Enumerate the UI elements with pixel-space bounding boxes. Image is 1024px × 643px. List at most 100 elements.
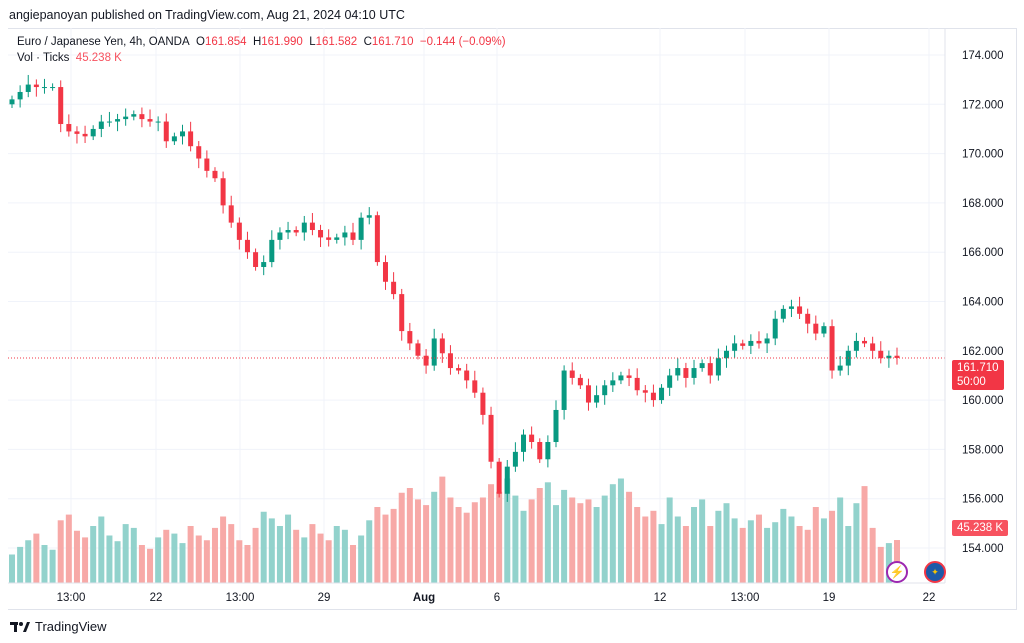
lightning-event-icon[interactable]: ⚡ [886, 561, 908, 583]
volume-bar [780, 508, 787, 583]
candle-body [683, 368, 689, 378]
candle-body [529, 434, 535, 443]
volume-bar [293, 529, 300, 583]
candle-body [25, 84, 31, 92]
time-tick-label: 13:00 [731, 592, 760, 604]
last-price-tag: 161.710 50:00 [952, 360, 1004, 390]
time-axis: 13:00 22 13:00 29 Aug 6 12 13:00 19 22 [57, 592, 936, 604]
candle-body [366, 215, 372, 218]
tradingview-brand: TradingView [35, 619, 107, 634]
volume-bar [431, 491, 438, 583]
grid-lines [8, 28, 945, 583]
candle-body [382, 262, 388, 282]
candle-body [50, 87, 56, 89]
candle-body [496, 461, 502, 494]
volume-title[interactable]: Vol · Ticks [17, 52, 70, 64]
price-tick-label: 172.000 [962, 99, 1004, 111]
volume-bar [236, 540, 243, 583]
price-tick-label: 156.000 [962, 494, 1004, 506]
volume-bar [33, 533, 40, 583]
candle-body [553, 409, 559, 443]
volume-bar [658, 524, 665, 583]
volume-bar [114, 541, 121, 583]
candle-body [756, 340, 762, 344]
price-tick-label: 164.000 [962, 297, 1004, 309]
price-axis: 174.000 172.000 170.000 168.000 166.000 164.0… [962, 50, 1004, 555]
candle-body [732, 343, 738, 351]
candle-body [569, 370, 575, 378]
eu-flag-event-icon[interactable]: ✦ [924, 561, 946, 583]
volume-bar [414, 499, 421, 583]
candle-body [155, 121, 161, 123]
volume-bar [488, 484, 495, 583]
candle-body [780, 308, 786, 319]
volume-bar [837, 497, 844, 583]
candle-body [17, 91, 23, 100]
volume-bar [699, 499, 706, 583]
candle-body [821, 326, 827, 334]
volume-bar [317, 533, 324, 583]
candle-body [577, 377, 583, 386]
volume-bar [9, 554, 15, 583]
volume-bar [861, 486, 868, 583]
candle-body [772, 318, 778, 339]
candle-body [813, 323, 819, 334]
volume-bar [350, 545, 357, 583]
candle-body [699, 363, 705, 369]
candle-body [464, 370, 470, 381]
volume-bar [666, 497, 673, 583]
volume-bar [187, 526, 194, 583]
volume-bar [25, 540, 32, 583]
candle-body [74, 131, 80, 134]
candle-body [561, 370, 567, 410]
volume-bar [147, 548, 154, 583]
price-tick-label: 160.000 [962, 395, 1004, 407]
price-tick-label: 166.000 [962, 247, 1004, 259]
volume-bar [739, 527, 746, 583]
volume-bar [179, 543, 186, 583]
candle-body [610, 380, 616, 386]
symbol-title[interactable]: Euro / Japanese Yen, 4h, OANDA [17, 36, 190, 48]
candle-body [650, 392, 656, 401]
candle-body [115, 119, 121, 122]
candle-body [472, 380, 478, 393]
candle-body [415, 343, 421, 356]
candle-body [374, 215, 380, 263]
volume-bar [812, 507, 819, 583]
candle-body [285, 230, 291, 233]
volume-bar [585, 499, 592, 583]
published-by-text: angiepanoyan published on TradingView.co… [9, 8, 405, 22]
candle-body [123, 116, 129, 120]
candle-body [594, 395, 600, 403]
candle-body [894, 355, 900, 358]
candle-body [480, 392, 486, 415]
candle-body [326, 237, 332, 240]
candle-body [837, 365, 843, 371]
volume-bar [820, 518, 827, 583]
candle-body [196, 146, 202, 159]
volume-bar [682, 526, 689, 583]
volume-bar [439, 476, 446, 583]
tradingview-logo[interactable]: TradingView [10, 619, 107, 634]
candle-body [862, 340, 868, 344]
high-value: 161.990 [261, 36, 303, 48]
volume-bar [374, 507, 381, 583]
price-tick-label: 158.000 [962, 444, 1004, 456]
volume-bar [691, 507, 698, 583]
candle-body [626, 375, 632, 378]
close-label: C [363, 36, 372, 48]
price-tick-label: 174.000 [962, 50, 1004, 62]
volume-bar [731, 518, 738, 583]
volume-bar [285, 514, 292, 583]
volume-bar [536, 488, 543, 583]
volume-bar [244, 545, 251, 583]
price-tick-label: 168.000 [962, 198, 1004, 210]
volume-bar [423, 505, 430, 583]
volume-bar [463, 512, 470, 583]
volume-bar [552, 505, 559, 583]
time-tick-label: 29 [318, 592, 331, 604]
candle-body [659, 387, 665, 401]
low-value: 161.582 [315, 36, 358, 48]
volume-bar [49, 549, 56, 583]
